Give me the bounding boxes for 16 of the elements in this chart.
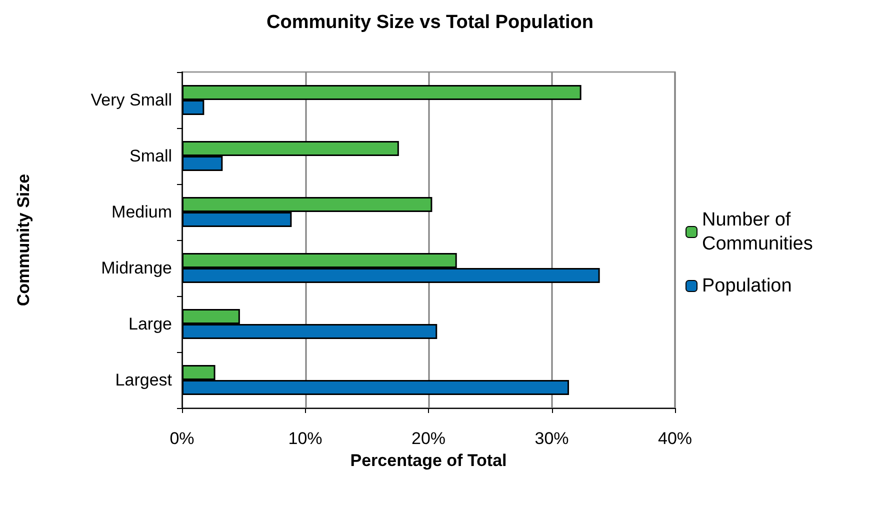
x-tick-label: 30% [534,429,569,448]
y-tick-label: Largest [115,370,172,390]
y-axis-title: Community Size [14,174,33,306]
legend-label: Population [702,276,792,296]
x-tick-label: 10% [288,429,322,448]
y-tick-label: Midrange [101,258,172,278]
x-axis-title: Percentage of Total [350,450,507,470]
chart-title: Community Size vs Total Population [266,12,594,33]
y-tick-label: Very Small [90,90,172,110]
x-tick-label: 0% [170,429,194,448]
x-tick-label: 20% [411,429,446,448]
x-tick-label: 40% [658,429,692,448]
legend-label: Number of Communities [702,210,813,254]
y-tick-label: Large [128,314,172,334]
y-tick-label: Medium [112,202,172,222]
y-tick-label: Small [129,146,172,166]
